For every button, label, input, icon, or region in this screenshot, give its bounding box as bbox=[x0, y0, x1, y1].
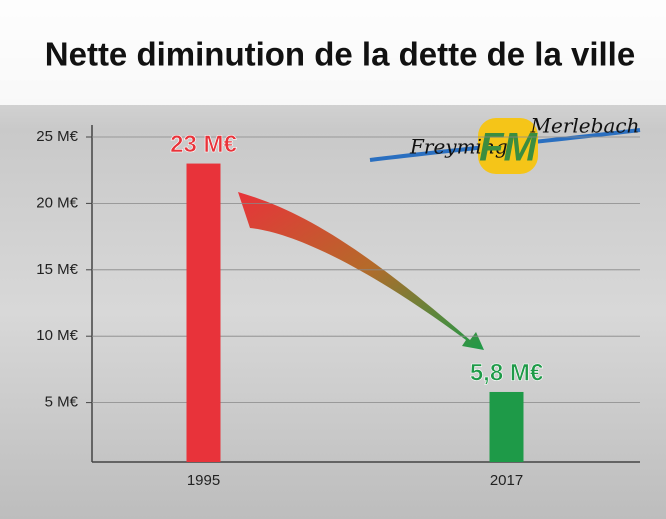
chart-title: Nette diminution de la dette de la ville bbox=[45, 36, 635, 73]
y-tick-label: 10 M€ bbox=[36, 327, 78, 344]
bar bbox=[187, 164, 221, 462]
x-tick-label: 2017 bbox=[490, 472, 523, 489]
y-tick-label: 20 M€ bbox=[36, 194, 78, 211]
bar bbox=[490, 392, 524, 462]
y-tick-label: 25 M€ bbox=[36, 128, 78, 145]
logo-text: Merlebach bbox=[530, 114, 640, 138]
y-tick-label: 5 M€ bbox=[45, 394, 79, 411]
x-tick-label: 1995 bbox=[187, 472, 220, 489]
y-tick-label: 15 M€ bbox=[36, 261, 78, 278]
value-label: 23 M€ bbox=[170, 131, 237, 158]
value-label: 5,8 M€ bbox=[470, 359, 543, 386]
chart: Nette diminution de la dette de la ville… bbox=[0, 0, 666, 519]
